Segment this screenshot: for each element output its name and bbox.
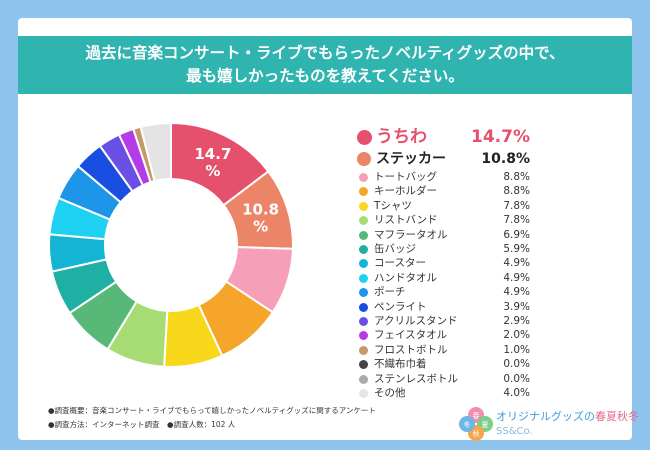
logo-text-main: オリジナルグッズの (496, 410, 595, 423)
legend-value: 0.0% (503, 358, 530, 371)
data-label-unit-1: % (253, 218, 268, 236)
survey-summary-note: ●調査概要：音楽コンサート・ライブでもらって嬉しかったノベルティグッズに関するア… (48, 406, 376, 415)
legend-swatch (359, 331, 368, 341)
donut-slice-17 (139, 121, 172, 183)
legend-item: キーホルダー 8.8% (354, 184, 650, 200)
legend-label: Tシャツ (374, 199, 412, 212)
legend-value: 8.8% (503, 171, 530, 183)
donut-chart: 14.7%10.8% (48, 121, 294, 368)
legend-value: 14.7% (471, 127, 530, 147)
legend-item-highlight-0: うちわ 14.7% (354, 126, 650, 150)
legend-item: その他 4.0% (354, 386, 650, 402)
legend-value: 4.9% (503, 257, 530, 270)
title-band: 過去に音楽コンサート・ライブでもらったノベルティグッズの中で、 最も嬉しかったも… (18, 36, 632, 94)
legend-item: アクリルスタンド 2.9% (354, 314, 650, 330)
legend-swatch (357, 152, 371, 166)
legend-label: ステッカー (376, 151, 446, 167)
legend-label: 缶バッジ (374, 243, 416, 255)
legend-swatch (359, 317, 368, 326)
legend-label: ポーチ (374, 286, 406, 299)
legend-item-highlight-1: ステッカー 10.8% (354, 148, 650, 170)
legend-value: 10.8% (481, 151, 530, 167)
legend-value: 0.0% (503, 372, 530, 385)
legend-value: 5.9% (503, 243, 530, 255)
legend-swatch (359, 245, 368, 254)
legend-item: ペンライト 3.9% (354, 300, 650, 316)
legend-label: ハンドタオル (374, 271, 437, 284)
legend-label: ペンライト (374, 300, 427, 313)
legend-swatch (359, 216, 368, 226)
legend-swatch (359, 302, 368, 312)
legend-item: ステンレスボトル 0.0% (354, 372, 650, 388)
legend-swatch (357, 130, 372, 145)
legend-value: 6.9% (503, 228, 530, 241)
card: 過去に音楽コンサート・ライブでもらったノベルティグッズの中で、 最も嬉しかったも… (18, 18, 639, 441)
legend-value: 1.0% (503, 343, 530, 356)
legend-swatch (359, 389, 368, 398)
legend-label: その他 (374, 387, 406, 399)
legend-item: Tシャツ 7.8% (354, 199, 650, 215)
logo-char-summer: 夏 (482, 421, 489, 429)
legend-label: マフラータオル (374, 228, 448, 241)
legend-value: 8.8% (503, 185, 530, 198)
legend-value: 4.9% (503, 286, 530, 299)
legend-label: ステンレスボトル (374, 372, 458, 385)
legend-value: 7.8% (503, 214, 530, 227)
legend-label: リストバンド (374, 214, 438, 227)
legend-swatch (359, 345, 368, 355)
legend-value: 7.8% (503, 199, 530, 212)
seasons-logo-icon: 春 夏 秋 冬 (459, 407, 493, 441)
legend-item: フェイスタオル 2.0% (354, 328, 650, 344)
legend-value: 2.9% (503, 315, 530, 327)
legend-swatch (359, 288, 368, 298)
legend-swatch (359, 374, 368, 384)
data-label-value-0: 14.7 (194, 145, 231, 163)
legend-item: ハンドタオル 4.9% (354, 271, 650, 287)
legend-swatch (359, 187, 368, 197)
legend-item: リストバンド 7.8% (354, 213, 650, 229)
legend-swatch (359, 360, 368, 370)
brand-logo: 春 夏 秋 冬 オリジナルグッズの春夏秋冬 SS&Co. (458, 406, 650, 446)
legend-label: キーホルダー (374, 185, 437, 198)
legend-label: フロストボトル (374, 343, 448, 356)
legend-value: 4.0% (503, 387, 530, 399)
title-line-1: 過去に音楽コンサート・ライブでもらったノベルティグッズの中で、 (85, 44, 565, 62)
legend-item: マフラータオル 6.9% (354, 228, 650, 244)
legend-label: 不織布巾着 (374, 358, 427, 371)
legend-swatch (359, 201, 368, 211)
legend-label: アクリルスタンド (374, 315, 458, 327)
legend-item: ポーチ 4.9% (354, 285, 650, 301)
legend-label: フェイスタオル (374, 329, 448, 342)
legend-label: うちわ (376, 127, 427, 147)
legend-item: 不織布巾着 0.0% (354, 357, 650, 373)
legend-label: コースター (374, 257, 426, 270)
legend-item: トートバッグ 8.8% (354, 170, 650, 186)
survey-method-note: ●調査方法：インターネット調査 ●調査人数：102 人 (48, 420, 236, 429)
legend-label: トートバッグ (374, 171, 437, 183)
logo-char-winter: 冬 (464, 420, 471, 429)
legend-swatch (359, 230, 368, 240)
legend-item: コースター 4.9% (354, 256, 650, 272)
title-line-2: 最も嬉しかったものを教えてください。 (186, 67, 464, 85)
legend-swatch (359, 259, 368, 269)
logo-text-seasons: 春夏秋冬 (595, 410, 639, 423)
logo-text-en: SS&Co. (496, 426, 533, 437)
data-label-value-1: 10.8 (242, 201, 279, 219)
legend-item: 缶バッジ 5.9% (354, 242, 650, 258)
data-label-unit-0: % (205, 162, 220, 180)
logo-text: オリジナルグッズの春夏秋冬 (496, 408, 639, 424)
legend-item: フロストボトル 1.0% (354, 343, 650, 359)
legend-value: 2.0% (503, 329, 530, 342)
legend-swatch (359, 273, 368, 283)
legend-swatch (359, 173, 368, 182)
legend-value: 4.9% (503, 271, 530, 284)
logo-char-autumn: 秋 (473, 429, 480, 438)
legend-value: 3.9% (503, 300, 530, 313)
logo-char-spring: 春 (473, 411, 480, 420)
